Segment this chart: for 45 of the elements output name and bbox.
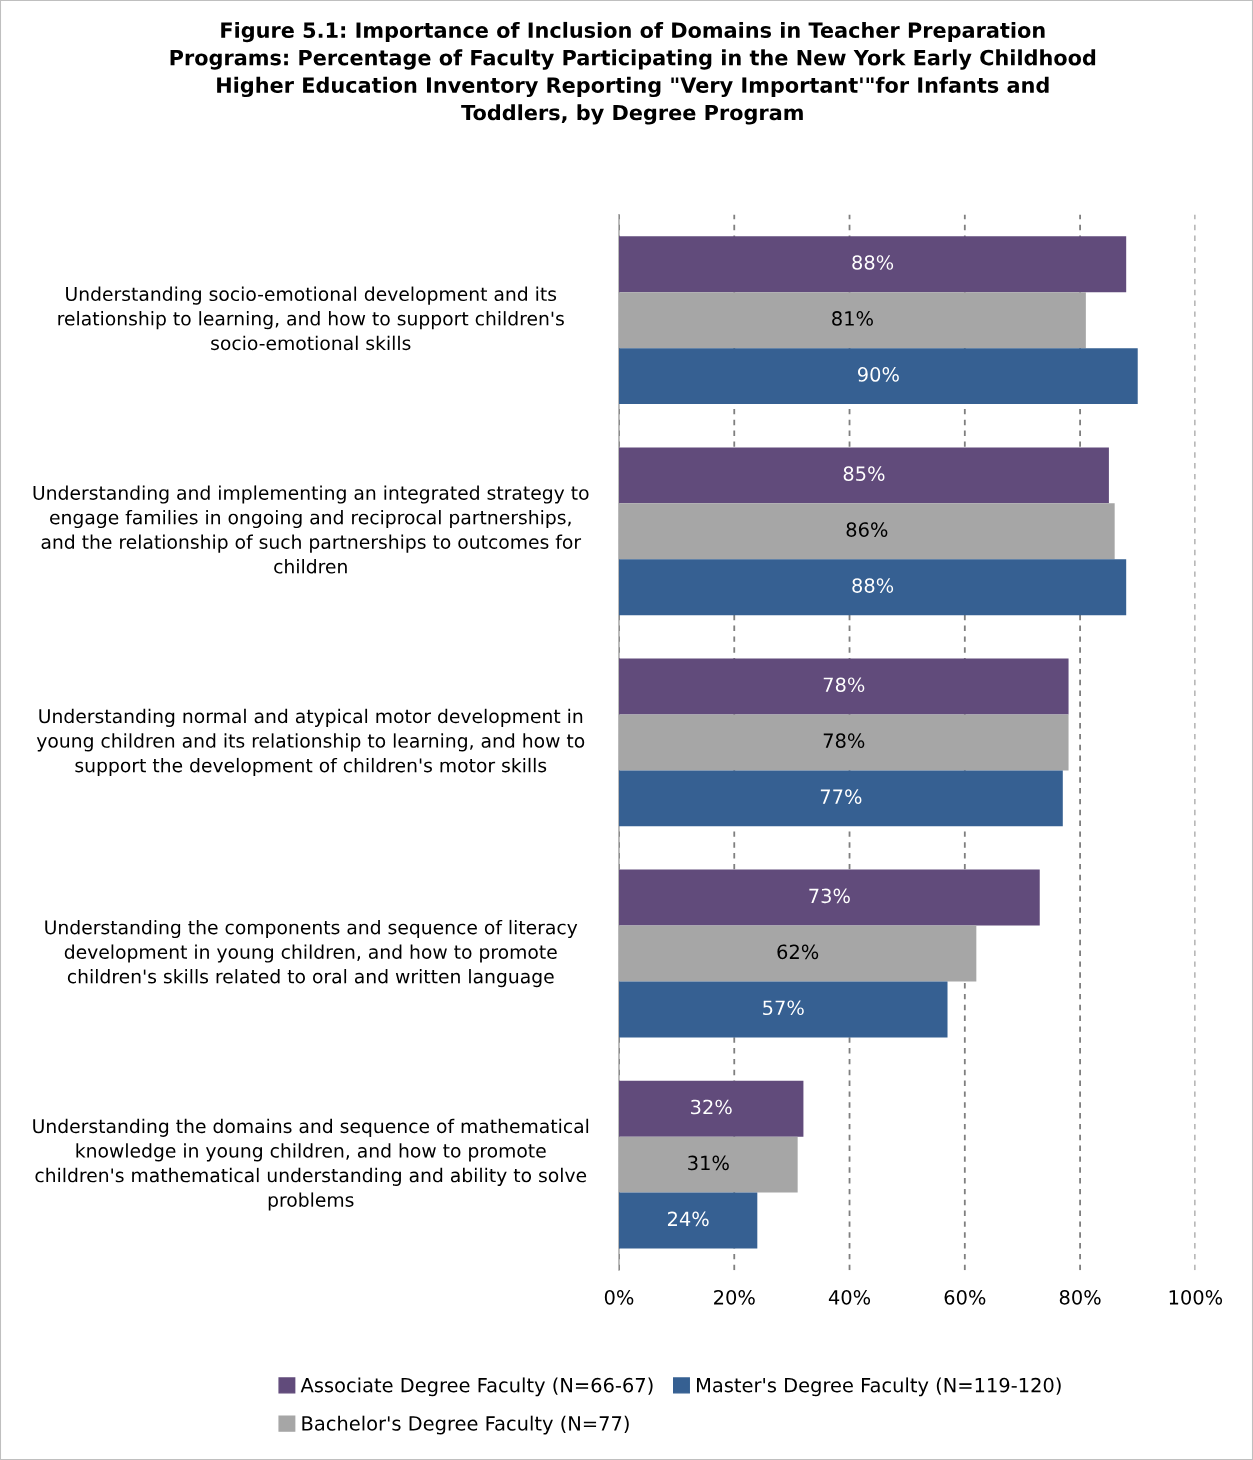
bar: [618, 1192, 758, 1249]
bar: [618, 981, 948, 1038]
y-tick-label: Understanding normal and atypical motor development in young children and its relationship to learning, and how to support the development of children's motor skills: [36, 708, 585, 777]
data-label: 85%: [843, 466, 885, 481]
legend-label: Associate Degree Faculty (N=66-67): [300, 1377, 653, 1397]
bar: [618, 559, 1127, 616]
data-label: 77%: [820, 789, 862, 804]
chart-title: Figure 5.1: Importance of Inclusion of Domains in Teacher Preparation Programs: Percentage of Faculty Participating in the New York Early Childhood Higher Education Inventory Reporting "Very Important'"for Infants and Toddlers, by Degree Program: [170, 21, 1096, 125]
bar: [618, 1080, 804, 1137]
data-label: 73%: [809, 888, 850, 904]
data-label: 88%: [852, 578, 894, 593]
x-tick-label: 80%: [1059, 1289, 1101, 1305]
legend-label: Master's Degree Faculty (N=119-120): [697, 1377, 1061, 1397]
bar: [618, 236, 1127, 293]
x-tick-label: 0%: [604, 1289, 634, 1305]
data-label: 90%: [857, 367, 899, 382]
y-tick-label: Understanding and implementing an integrated strategy to engage families in ongoing and reciprocal partnerships, and the relationship of such partnerships to outcomes for children: [33, 485, 589, 574]
legend-label: Bachelor's Degree Faculty (N=77): [302, 1415, 629, 1435]
data-label: 32%: [691, 1099, 732, 1115]
bar: [618, 503, 1115, 560]
bar: [618, 447, 1109, 504]
bar: [618, 714, 1069, 771]
bar: [618, 770, 1063, 827]
bar: [618, 292, 1086, 349]
data-label: 31%: [688, 1155, 729, 1171]
data-label: 24%: [667, 1211, 709, 1227]
x-tick-label: 40%: [828, 1289, 871, 1305]
bar: [618, 1136, 798, 1193]
data-label: 78%: [823, 677, 865, 693]
data-label: 86%: [846, 522, 888, 537]
data-label: 81%: [832, 311, 873, 326]
x-tick-label: 100%: [1169, 1289, 1223, 1305]
data-label: 88%: [852, 255, 894, 270]
bar: [618, 348, 1138, 405]
data-label: 62%: [777, 944, 819, 960]
x-tick-label: 60%: [944, 1289, 986, 1305]
data-label: 78%: [823, 733, 865, 749]
data-label: 57%: [763, 1000, 804, 1016]
bar: [618, 658, 1069, 715]
y-tick-label: Understanding socio-emotional development and its relationship to learning, and how to support children's socio-emotional skills: [58, 286, 564, 351]
bar: [618, 925, 977, 982]
y-tick-label: Understanding the components and sequence of literacy development in young children, and how to promote children's skills related to oral and written language: [45, 919, 578, 988]
x-tick-label: 20%: [714, 1289, 755, 1305]
bar: [618, 869, 1040, 926]
y-tick-label: Understanding the domains and sequence of mathematical knowledge in young children, and how to promote children's mathematical understanding and ability to solve problems: [33, 1118, 589, 1211]
